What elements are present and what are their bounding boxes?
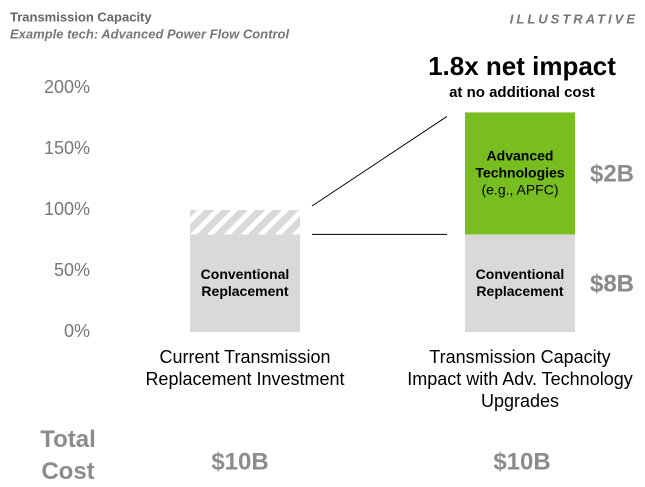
segment-label: Advanced Technologies (e.g., APFC)	[460, 148, 580, 199]
bar-segment	[465, 112, 575, 235]
segment-name: Conventional Replacement	[475, 266, 565, 300]
bar-segment	[190, 234, 300, 332]
total-cost-value: $10B	[493, 448, 550, 475]
annotation-subline: at no additional cost	[449, 84, 595, 101]
segment-label: Conventional Replacement	[460, 266, 580, 300]
segment-label: Conventional Replacement	[185, 266, 305, 300]
connector	[311, 115, 448, 207]
y-tick-label: 0%	[64, 321, 90, 341]
chart-subtitle: Example tech: Advanced Power Flow Contro…	[10, 26, 289, 41]
annotation-headline: 1.8x net impact	[428, 51, 616, 81]
bar-segment	[190, 210, 300, 235]
y-tick-label: 150%	[44, 138, 90, 158]
segment-name: Conventional Replacement	[200, 266, 290, 300]
segment-cost: $8B	[590, 271, 634, 298]
x-tick-label: Transmission Capacity Impact with Adv. T…	[407, 347, 633, 411]
total-cost-label: Total Cost	[40, 426, 96, 485]
segment-cost: $2B	[590, 161, 634, 188]
y-tick-label: 100%	[44, 199, 90, 219]
segment-cost: $8B	[590, 271, 634, 298]
segment-name: Advanced Technologies	[475, 147, 565, 181]
x-tick-label: Current Transmission Replacement Investm…	[145, 347, 345, 389]
bar-segment	[465, 234, 575, 332]
segment-detail: (e.g., APFC)	[481, 181, 559, 198]
y-tick-label: 200%	[44, 77, 90, 97]
illustrative-tag: ILLUSTRATIVE	[510, 11, 638, 26]
chart-title: Transmission Capacity	[10, 9, 152, 24]
total-cost-value: $10B	[211, 448, 268, 475]
y-tick-label: 50%	[54, 260, 90, 280]
